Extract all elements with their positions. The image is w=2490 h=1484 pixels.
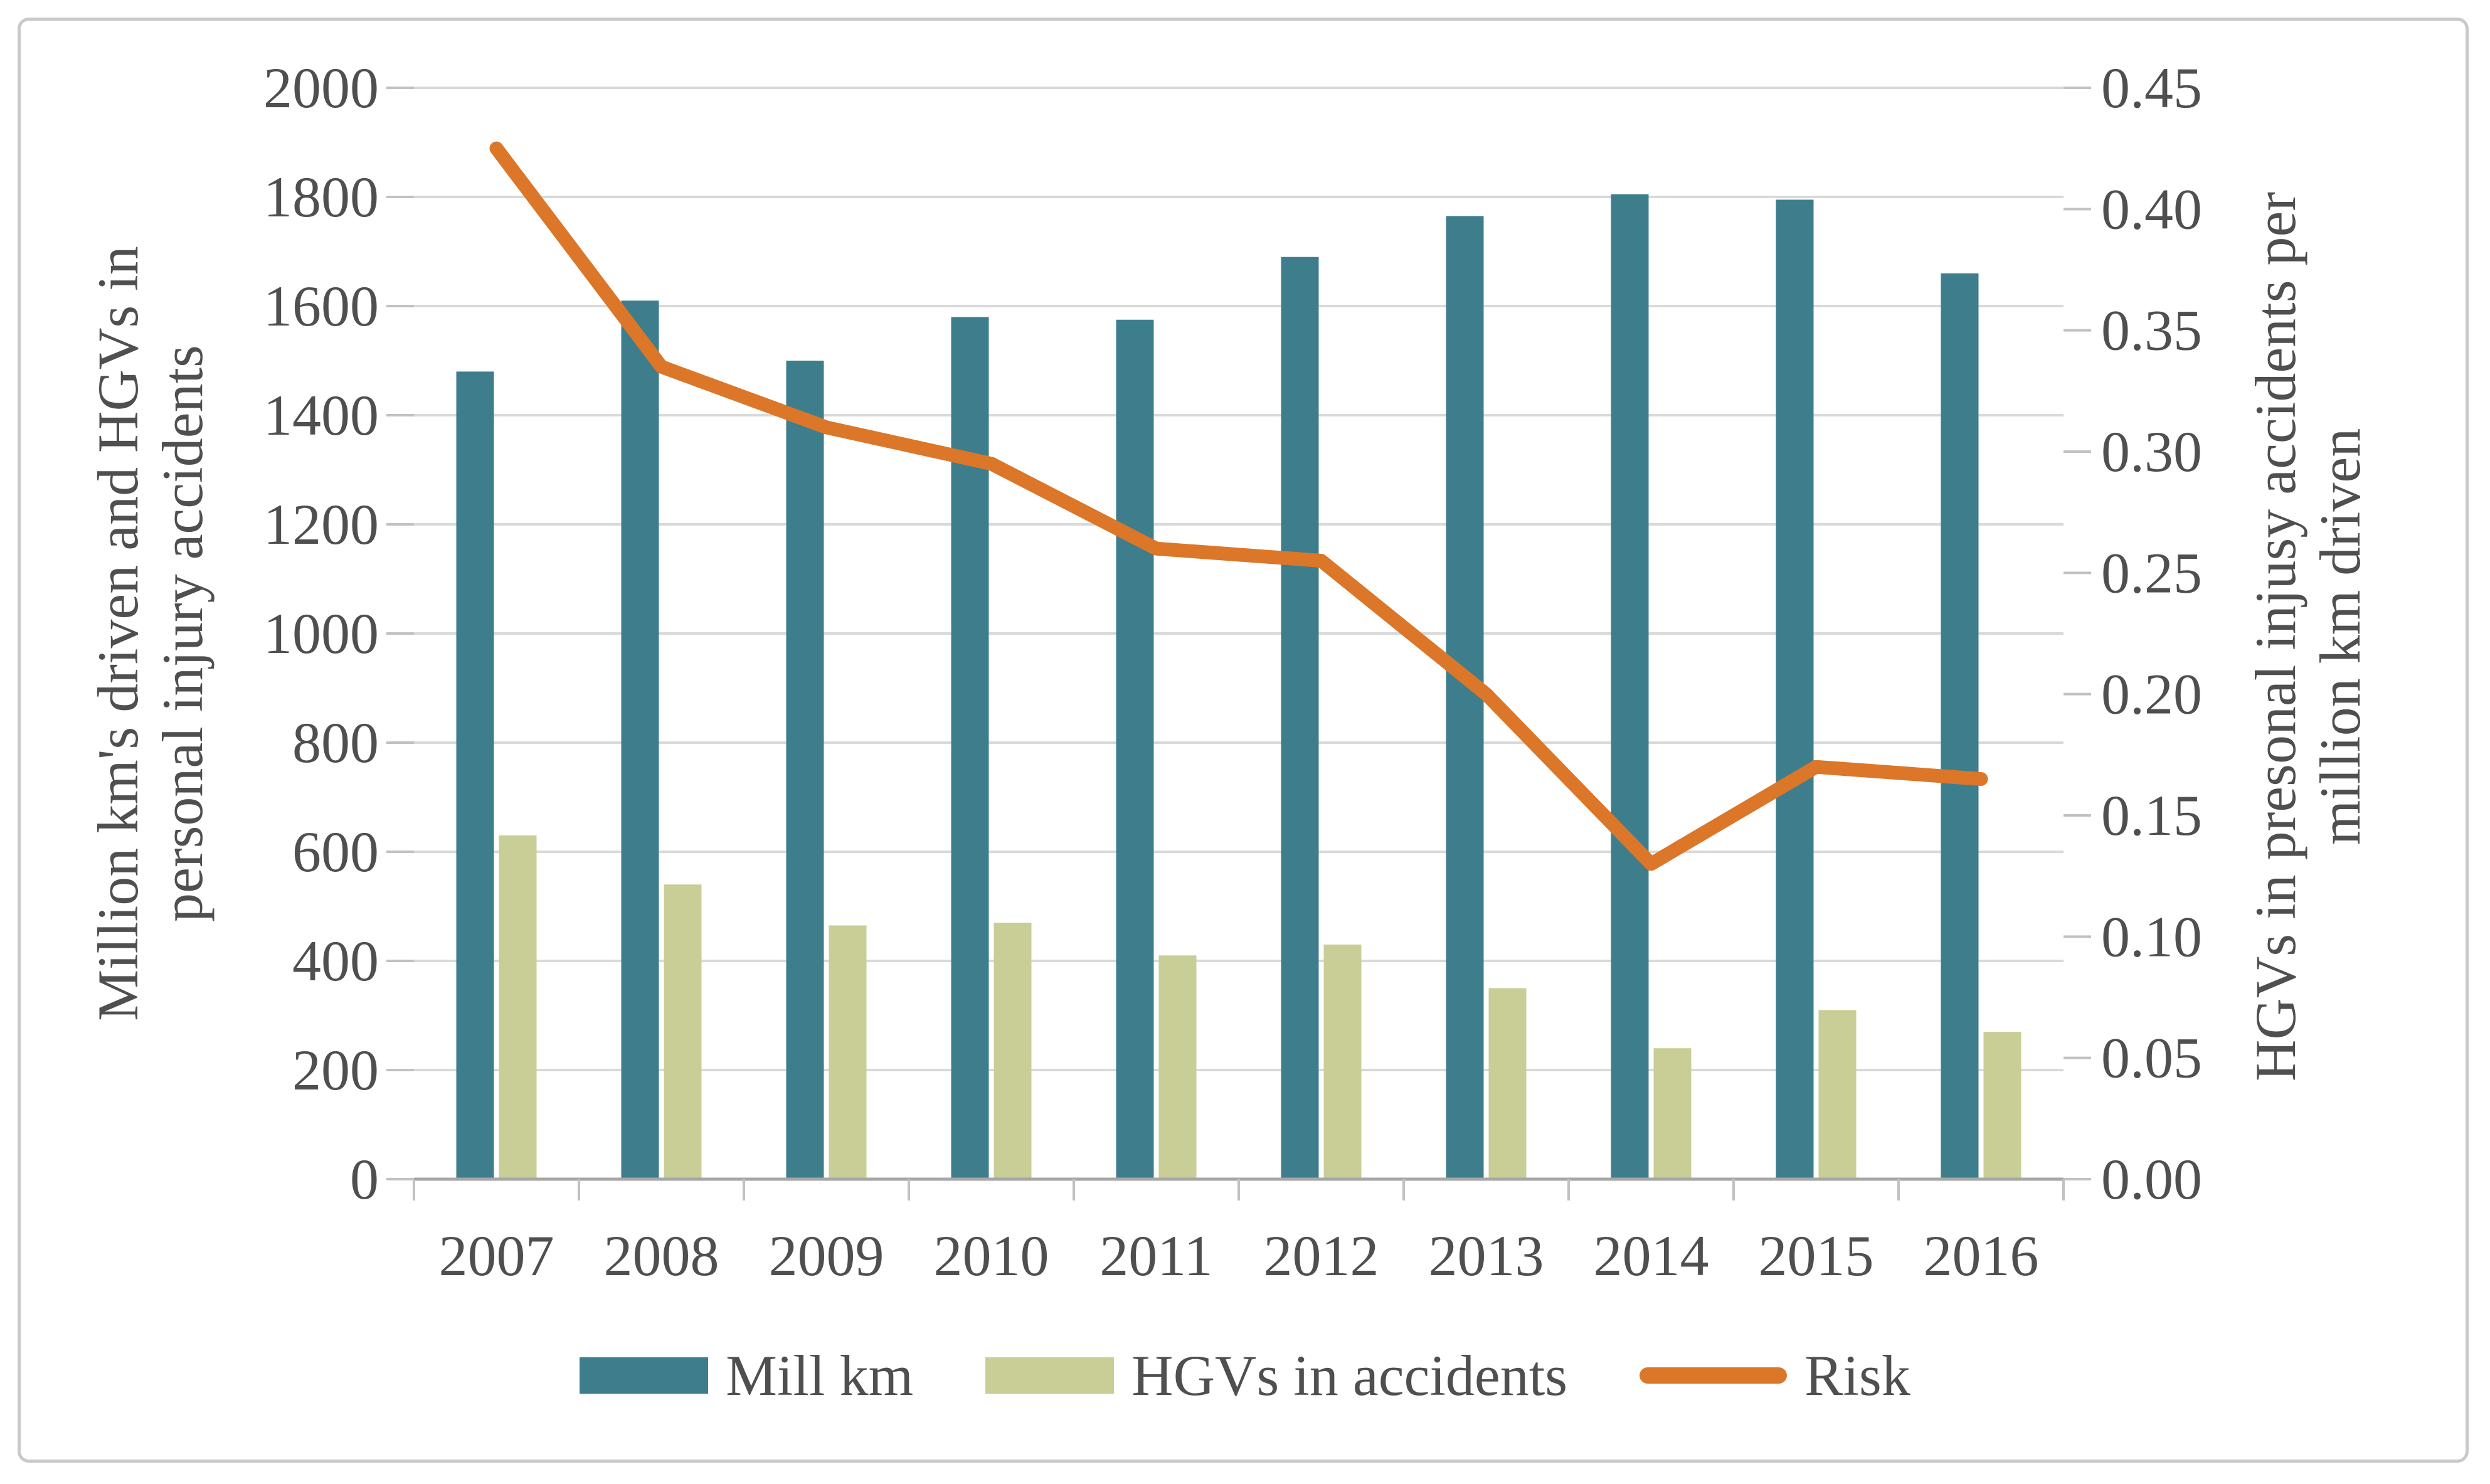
right-axis-tick-label: 0.20 bbox=[2101, 662, 2202, 726]
bar-hgv-accidents-2012 bbox=[1323, 944, 1362, 1179]
bar-hgv-accidents-2013 bbox=[1488, 988, 1527, 1179]
right-axis-tick-label: 0.05 bbox=[2101, 1026, 2202, 1090]
bar-mill-km-2015 bbox=[1776, 199, 1814, 1180]
x-axis-label-2013: 2013 bbox=[1429, 1224, 1544, 1288]
x-axis-label-2012: 2012 bbox=[1264, 1224, 1379, 1288]
left-axis-tick-label: 200 bbox=[292, 1038, 379, 1102]
right-axis-tick-label: 0.45 bbox=[2101, 56, 2202, 120]
x-axis-label-2016: 2016 bbox=[1924, 1224, 2039, 1288]
bar-hgv-accidents-2011 bbox=[1158, 955, 1197, 1179]
x-axis-label-2010: 2010 bbox=[934, 1224, 1049, 1288]
left-axis-tick-label: 1400 bbox=[263, 383, 379, 447]
x-axis-label-2009: 2009 bbox=[769, 1224, 884, 1288]
legend-item-hgv-accidents: HGVs in accidents bbox=[985, 1342, 1567, 1409]
x-axis-label-2007: 2007 bbox=[439, 1224, 554, 1288]
right-axis-tick-label: 0.10 bbox=[2101, 904, 2202, 968]
legend-swatch-mill-km-icon bbox=[580, 1357, 709, 1394]
bar-mill-km-2009 bbox=[786, 361, 824, 1179]
legend-item-mill-km: Mill km bbox=[580, 1342, 913, 1409]
legend-item-risk: Risk bbox=[1640, 1342, 1910, 1409]
risk-line bbox=[489, 141, 1988, 871]
bar-hgv-accidents-2014 bbox=[1653, 1048, 1692, 1179]
left-axis-tick-label: 800 bbox=[292, 711, 379, 775]
right-axis-title: HGVs in presonal injusy accidents per mi… bbox=[2242, 103, 2374, 1170]
chart-frame bbox=[18, 18, 2469, 1463]
right-axis-tick-label: 0.40 bbox=[2101, 177, 2202, 241]
left-axis-tick-label: 1600 bbox=[263, 274, 379, 338]
right-axis-tick-label: 0.35 bbox=[2101, 299, 2202, 363]
right-axis-title-line2: million km driven bbox=[2308, 428, 2372, 845]
bar-mill-km-2011 bbox=[1116, 319, 1154, 1179]
bar-hgv-accidents-2015 bbox=[1818, 1010, 1857, 1179]
bar-mill-km-2014 bbox=[1611, 194, 1649, 1179]
left-axis-tick-label: 2000 bbox=[263, 56, 379, 120]
left-axis-title-line1: Million km's driven and HGVs in bbox=[86, 246, 150, 1021]
legend-label-mill-km: Mill km bbox=[726, 1344, 914, 1407]
bar-hgv-accidents-2009 bbox=[829, 925, 867, 1179]
right-axis-tick-label: 0.00 bbox=[2101, 1147, 2202, 1211]
legend-swatch-risk-line-icon bbox=[1640, 1367, 1788, 1384]
bar-mill-km-2008 bbox=[621, 300, 659, 1179]
legend-swatch-hgv-accidents-icon bbox=[985, 1357, 1115, 1394]
bar-hgv-accidents-2010 bbox=[993, 923, 1032, 1179]
bar-mill-km-2016 bbox=[1941, 273, 1979, 1179]
left-axis-tick-label: 600 bbox=[292, 820, 379, 884]
left-axis-tick-label: 1800 bbox=[263, 165, 379, 229]
right-axis-title-line1: HGVs in presonal injusy accidents per bbox=[2244, 192, 2307, 1082]
left-axis-tick-label: 0 bbox=[350, 1147, 379, 1211]
bar-mill-km-2010 bbox=[951, 317, 989, 1179]
x-axis-label-2011: 2011 bbox=[1099, 1224, 1213, 1288]
bar-hgv-accidents-2016 bbox=[1983, 1032, 2021, 1179]
legend-label-hgv-accidents: HGVs in accidents bbox=[1131, 1344, 1568, 1407]
chart-legend: Mill km HGVs in accidents Risk bbox=[0, 1342, 2490, 1409]
bar-mill-km-2007 bbox=[456, 371, 494, 1179]
left-axis-tick-label: 1200 bbox=[263, 492, 379, 556]
bar-hgv-accidents-2008 bbox=[664, 884, 702, 1179]
left-axis-title-line2: personal injury accidents bbox=[151, 345, 215, 922]
right-axis-tick-label: 0.15 bbox=[2101, 783, 2202, 847]
x-axis-label-2015: 2015 bbox=[1759, 1224, 1874, 1288]
x-axis-label-2014: 2014 bbox=[1594, 1224, 1709, 1288]
left-axis-tick-label: 1000 bbox=[263, 602, 379, 665]
x-axis-label-2008: 2008 bbox=[604, 1224, 719, 1288]
left-axis-title: Million km's driven and HGVs in personal… bbox=[85, 100, 216, 1167]
right-axis-tick-label: 0.30 bbox=[2101, 420, 2202, 484]
bar-mill-km-2013 bbox=[1446, 216, 1484, 1180]
legend-label-risk: Risk bbox=[1804, 1344, 1910, 1407]
bar-mill-km-2012 bbox=[1281, 257, 1319, 1180]
left-axis-tick-label: 400 bbox=[292, 929, 379, 993]
bar-hgv-accidents-2007 bbox=[499, 835, 537, 1179]
right-axis-tick-label: 0.25 bbox=[2101, 541, 2202, 605]
